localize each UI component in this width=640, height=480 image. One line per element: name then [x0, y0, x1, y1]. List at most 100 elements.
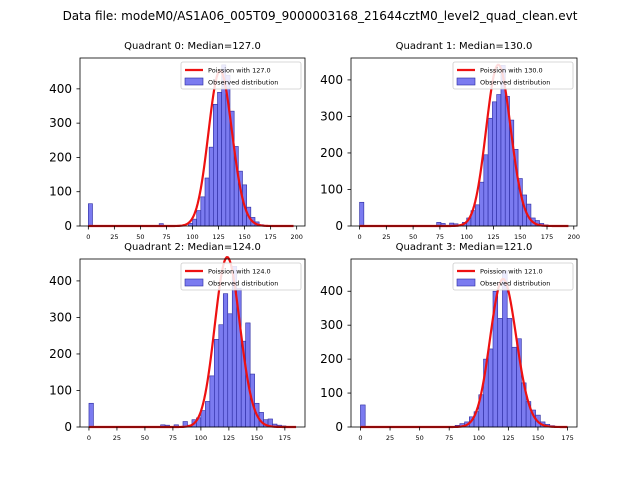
- legend-observed-swatch: [184, 278, 204, 287]
- legend-poisson-label: Poission with 121.0: [480, 268, 543, 276]
- x-tick-label: 175: [561, 434, 573, 442]
- x-tick-label: 125: [487, 233, 499, 241]
- histogram-bar: [359, 201, 365, 227]
- x-tick-label: 125: [223, 434, 235, 442]
- histogram-bar: [88, 203, 93, 227]
- y-tick-label: 400: [49, 274, 72, 288]
- x-tick-label: 150: [514, 233, 526, 241]
- histogram-bar: [204, 177, 210, 227]
- x-tick-label: 150: [251, 434, 263, 442]
- x-tick-label: 150: [532, 434, 544, 442]
- y-tick-label: 0: [64, 420, 72, 434]
- x-tick-label: 0: [357, 233, 361, 241]
- x-tick-label: 0: [86, 233, 90, 241]
- y-tick-label: 100: [49, 185, 72, 199]
- x-tick-label: 100: [195, 434, 207, 442]
- histogram-bar: [360, 404, 366, 428]
- subplot-title: Quadrant 0: Median=127.0: [124, 41, 261, 52]
- histogram-bar: [227, 313, 233, 428]
- axes-frame: [79, 258, 306, 428]
- x-tick-label: 175: [541, 233, 553, 241]
- histogram-bar: [214, 339, 220, 428]
- x-tick-label: 25: [386, 434, 394, 442]
- legend-observed-swatch: [456, 278, 476, 287]
- legend: Poission with 127.0 Observed distribution: [180, 61, 302, 90]
- histogram-bar: [200, 196, 206, 227]
- histogram-bar: [487, 348, 494, 428]
- subplot-title: Quadrant 3: Median=121.0: [396, 242, 533, 253]
- legend: Poission with 124.0 Observed distribution: [180, 262, 302, 291]
- x-tick-label: 50: [415, 434, 423, 442]
- y-tick-label: 300: [320, 318, 343, 332]
- y-tick-label: 100: [320, 386, 343, 400]
- histogram-bar: [483, 154, 489, 227]
- legend-observed-label: Observed distribution: [208, 79, 278, 87]
- y-tick-label: 400: [49, 82, 72, 96]
- x-tick-label: 100: [460, 233, 472, 241]
- legend: Poission with 121.0 Observed distribution: [452, 262, 574, 291]
- poisson-curve: [88, 69, 294, 228]
- legend-poisson-label: Poission with 127.0: [208, 67, 271, 75]
- figure-suptitle: Data file: modeM0/AS1A06_005T09_90000031…: [62, 9, 578, 23]
- subplot-quadrant-1: Quadrant 1: Median=130.0 0 25 50 75 100 125 150…: [320, 41, 580, 241]
- histogram-bars: [88, 64, 264, 227]
- x-tick-label: 125: [212, 233, 224, 241]
- y-tick-label: 200: [320, 352, 343, 366]
- legend-box: [452, 262, 574, 291]
- legend-observed-label: Observed distribution: [480, 280, 550, 288]
- legend: Poission with 130.0 Observed distribution: [452, 61, 574, 90]
- x-tick-label: 200: [290, 233, 302, 241]
- histogram-bar: [213, 103, 218, 227]
- y-tick-label: 200: [49, 347, 72, 361]
- poisson-curve: [360, 277, 568, 429]
- x-tick-label: 175: [264, 233, 276, 241]
- x-tick-label: 25: [110, 233, 118, 241]
- legend-box: [452, 61, 574, 90]
- histogram-bar: [496, 94, 502, 227]
- histogram-bar: [474, 204, 480, 227]
- y-tick-label: 200: [320, 146, 343, 160]
- x-tick-label: 150: [238, 233, 250, 241]
- x-tick-label: 75: [445, 434, 453, 442]
- x-tick-label: 50: [141, 434, 149, 442]
- histogram-bar: [209, 375, 215, 428]
- x-tick-label: 75: [162, 233, 170, 241]
- legend-box: [180, 61, 302, 90]
- legend-box: [180, 262, 302, 291]
- legend-observed-swatch: [456, 77, 476, 86]
- legend-poisson-label: Poission with 130.0: [480, 67, 543, 75]
- y-tick-label: 300: [49, 310, 72, 324]
- y-tick-label: 300: [320, 109, 343, 123]
- legend-observed-swatch: [184, 77, 204, 86]
- x-tick-label: 175: [279, 434, 291, 442]
- y-tick-label: 0: [335, 420, 343, 434]
- histogram-bar: [222, 293, 229, 428]
- subplot-quadrant-2: Quadrant 2: Median=124.0 0 25 50 75 100 125 150…: [49, 242, 306, 442]
- histogram-bar: [479, 181, 485, 227]
- histogram-bars: [359, 65, 549, 227]
- y-tick-label: 400: [320, 284, 343, 298]
- x-tick-label: 25: [113, 434, 121, 442]
- y-tick-label: 0: [335, 219, 343, 233]
- y-tick-label: 400: [320, 73, 343, 87]
- x-tick-label: 0: [87, 434, 91, 442]
- subplot-quadrant-0: Quadrant 0: Median=127.0 0 25 50 75 100 125 150…: [49, 41, 306, 241]
- y-tick-label: 100: [49, 383, 72, 397]
- x-tick-label: 0: [358, 434, 362, 442]
- axes-frame: [350, 258, 578, 428]
- y-tick-label: 100: [320, 182, 343, 196]
- x-tick-label: 100: [186, 233, 198, 241]
- y-tick-label: 0: [64, 219, 72, 233]
- x-tick-label: 75: [169, 434, 177, 442]
- x-tick-label: 75: [436, 233, 444, 241]
- subplot-quadrant-3: Quadrant 3: Median=121.0 0 25 50 75 100 125 150…: [320, 242, 578, 442]
- x-tick-label: 50: [409, 233, 417, 241]
- histogram-bar: [196, 210, 202, 227]
- x-tick-label: 25: [382, 233, 390, 241]
- histogram-bars: [360, 270, 555, 428]
- x-tick-label: 50: [136, 233, 144, 241]
- histogram-bar: [205, 401, 211, 428]
- x-tick-label: 125: [502, 434, 514, 442]
